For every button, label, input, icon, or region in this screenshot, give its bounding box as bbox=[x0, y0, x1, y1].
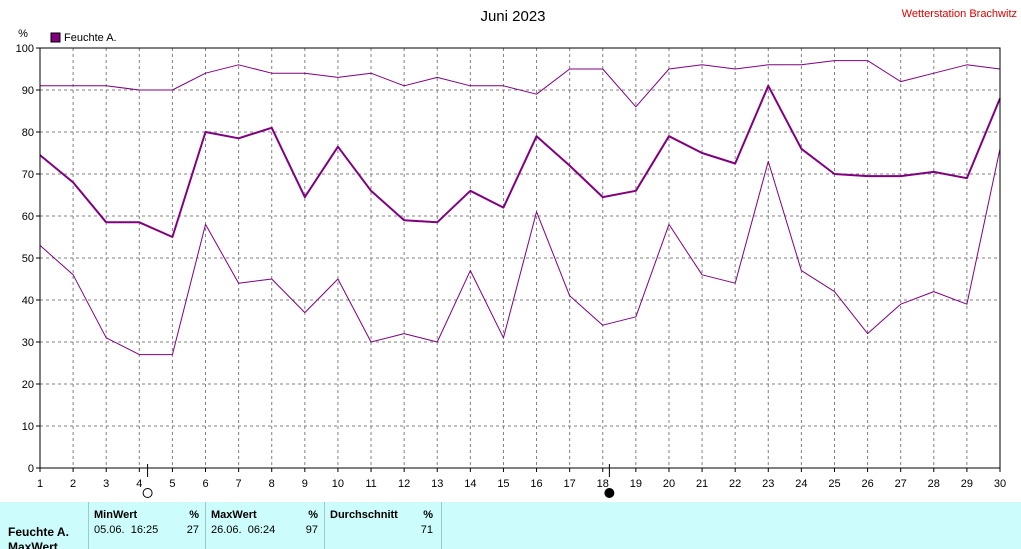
x-tick-label-12: 12 bbox=[398, 478, 410, 490]
statistics-panel: Feuchte A. MaxWert MinWert % 05.06. 16:2… bbox=[0, 502, 1021, 549]
series-line-min bbox=[39, 148, 1001, 356]
x-tick-label-13: 13 bbox=[431, 478, 443, 490]
x-tick-label-30: 30 bbox=[994, 478, 1006, 490]
y-tick-label-80: 80 bbox=[22, 127, 34, 139]
y-tick-label-100: 100 bbox=[16, 43, 34, 55]
x-tick-label-1: 1 bbox=[37, 478, 43, 490]
minwert-unit: % bbox=[189, 509, 199, 521]
station-name: Wetterstation Brachwitz bbox=[902, 8, 1017, 20]
series-line-max bbox=[40, 60, 1001, 108]
y-tick-label-50: 50 bbox=[22, 253, 34, 265]
y-tick-label-10: 10 bbox=[22, 421, 34, 433]
durchschnitt-value: 71 bbox=[420, 524, 433, 536]
x-tick-label-3: 3 bbox=[103, 478, 109, 490]
x-tick-label-22: 22 bbox=[729, 478, 741, 490]
y-axis-ticks: 0 10 20 30 40 50 60 70 80 90 100 bbox=[16, 43, 40, 475]
maxwert-header: MaxWert bbox=[211, 509, 257, 521]
x-tick-label-18: 18 bbox=[597, 478, 609, 490]
x-tick-label-2: 2 bbox=[70, 478, 76, 490]
minwert-value: 27 bbox=[186, 524, 199, 536]
stats-row-label-maxwert: MaxWert bbox=[8, 540, 58, 549]
y-tick-label-90: 90 bbox=[22, 85, 34, 97]
chart-series bbox=[39, 60, 1001, 356]
maxwert-unit: % bbox=[308, 509, 318, 521]
legend-swatch bbox=[50, 32, 61, 43]
moon-phase-markers bbox=[142, 464, 615, 498]
x-tick-label-29: 29 bbox=[961, 478, 973, 490]
stats-col-durchschnitt: Durchschnitt % 71 bbox=[325, 502, 442, 549]
x-tick-label-26: 26 bbox=[861, 478, 873, 490]
new-moon-icon bbox=[604, 488, 615, 498]
x-tick-label-11: 11 bbox=[365, 478, 376, 490]
y-axis-unit-label: % bbox=[18, 28, 28, 40]
humidity-chart: Juni 2023 Wetterstation Brachwitz % 0 10 2… bbox=[15, 8, 1017, 498]
stats-col-minwert: MinWert % 05.06. 16:25 27 bbox=[89, 502, 206, 549]
x-axis-ticks: 1 2 3 4 5 6 7 8 9 10 11 12 13 14 15 16 17 18 19 20 21 22 23 24 2… bbox=[37, 468, 1006, 490]
x-tick-label-27: 27 bbox=[895, 478, 907, 490]
minwert-header: MinWert bbox=[94, 509, 138, 521]
y-tick-label-0: 0 bbox=[28, 463, 34, 475]
x-tick-label-9: 9 bbox=[302, 478, 308, 490]
durchschnitt-unit: % bbox=[423, 509, 433, 521]
x-tick-label-10: 10 bbox=[332, 478, 344, 490]
x-tick-label-5: 5 bbox=[169, 478, 175, 490]
x-tick-label-6: 6 bbox=[202, 478, 208, 490]
stats-col-maxwert: MaxWert % 26.06. 06:24 97 bbox=[206, 502, 325, 549]
x-tick-label-28: 28 bbox=[928, 478, 940, 490]
legend: Feuchte A. bbox=[50, 32, 117, 44]
chart-grid bbox=[40, 48, 1000, 468]
x-tick-label-4: 4 bbox=[136, 478, 142, 490]
plot-frame bbox=[39, 47, 1001, 469]
y-tick-label-70: 70 bbox=[22, 169, 34, 181]
minwert-time: 05.06. 16:25 bbox=[94, 524, 159, 536]
x-tick-label-8: 8 bbox=[269, 478, 275, 490]
chart-title: Juni 2023 bbox=[480, 8, 545, 25]
y-tick-label-40: 40 bbox=[22, 295, 34, 307]
x-tick-label-21: 21 bbox=[696, 478, 708, 490]
x-tick-label-14: 14 bbox=[464, 478, 476, 490]
maxwert-value: 97 bbox=[305, 524, 318, 536]
x-tick-label-16: 16 bbox=[530, 478, 542, 490]
durchschnitt-header: Durchschnitt bbox=[330, 509, 398, 521]
x-tick-label-23: 23 bbox=[762, 478, 774, 490]
legend-label: Feuchte A. bbox=[64, 32, 117, 44]
stats-col-name bbox=[0, 502, 89, 549]
x-tick-label-24: 24 bbox=[795, 478, 807, 490]
y-tick-label-30: 30 bbox=[22, 337, 34, 349]
x-tick-label-20: 20 bbox=[663, 478, 675, 490]
x-tick-label-25: 25 bbox=[828, 478, 840, 490]
y-tick-label-20: 20 bbox=[22, 379, 34, 391]
x-tick-label-17: 17 bbox=[564, 478, 576, 490]
x-tick-label-15: 15 bbox=[497, 478, 509, 490]
full-moon-icon bbox=[142, 488, 153, 498]
maxwert-time: 26.06. 06:24 bbox=[211, 524, 276, 536]
x-tick-label-7: 7 bbox=[236, 478, 242, 490]
stats-row-label-feuchte: Feuchte A. bbox=[8, 525, 69, 539]
series-line-avg bbox=[39, 84, 1001, 238]
y-tick-label-60: 60 bbox=[22, 211, 34, 223]
x-tick-label-19: 19 bbox=[630, 478, 642, 490]
